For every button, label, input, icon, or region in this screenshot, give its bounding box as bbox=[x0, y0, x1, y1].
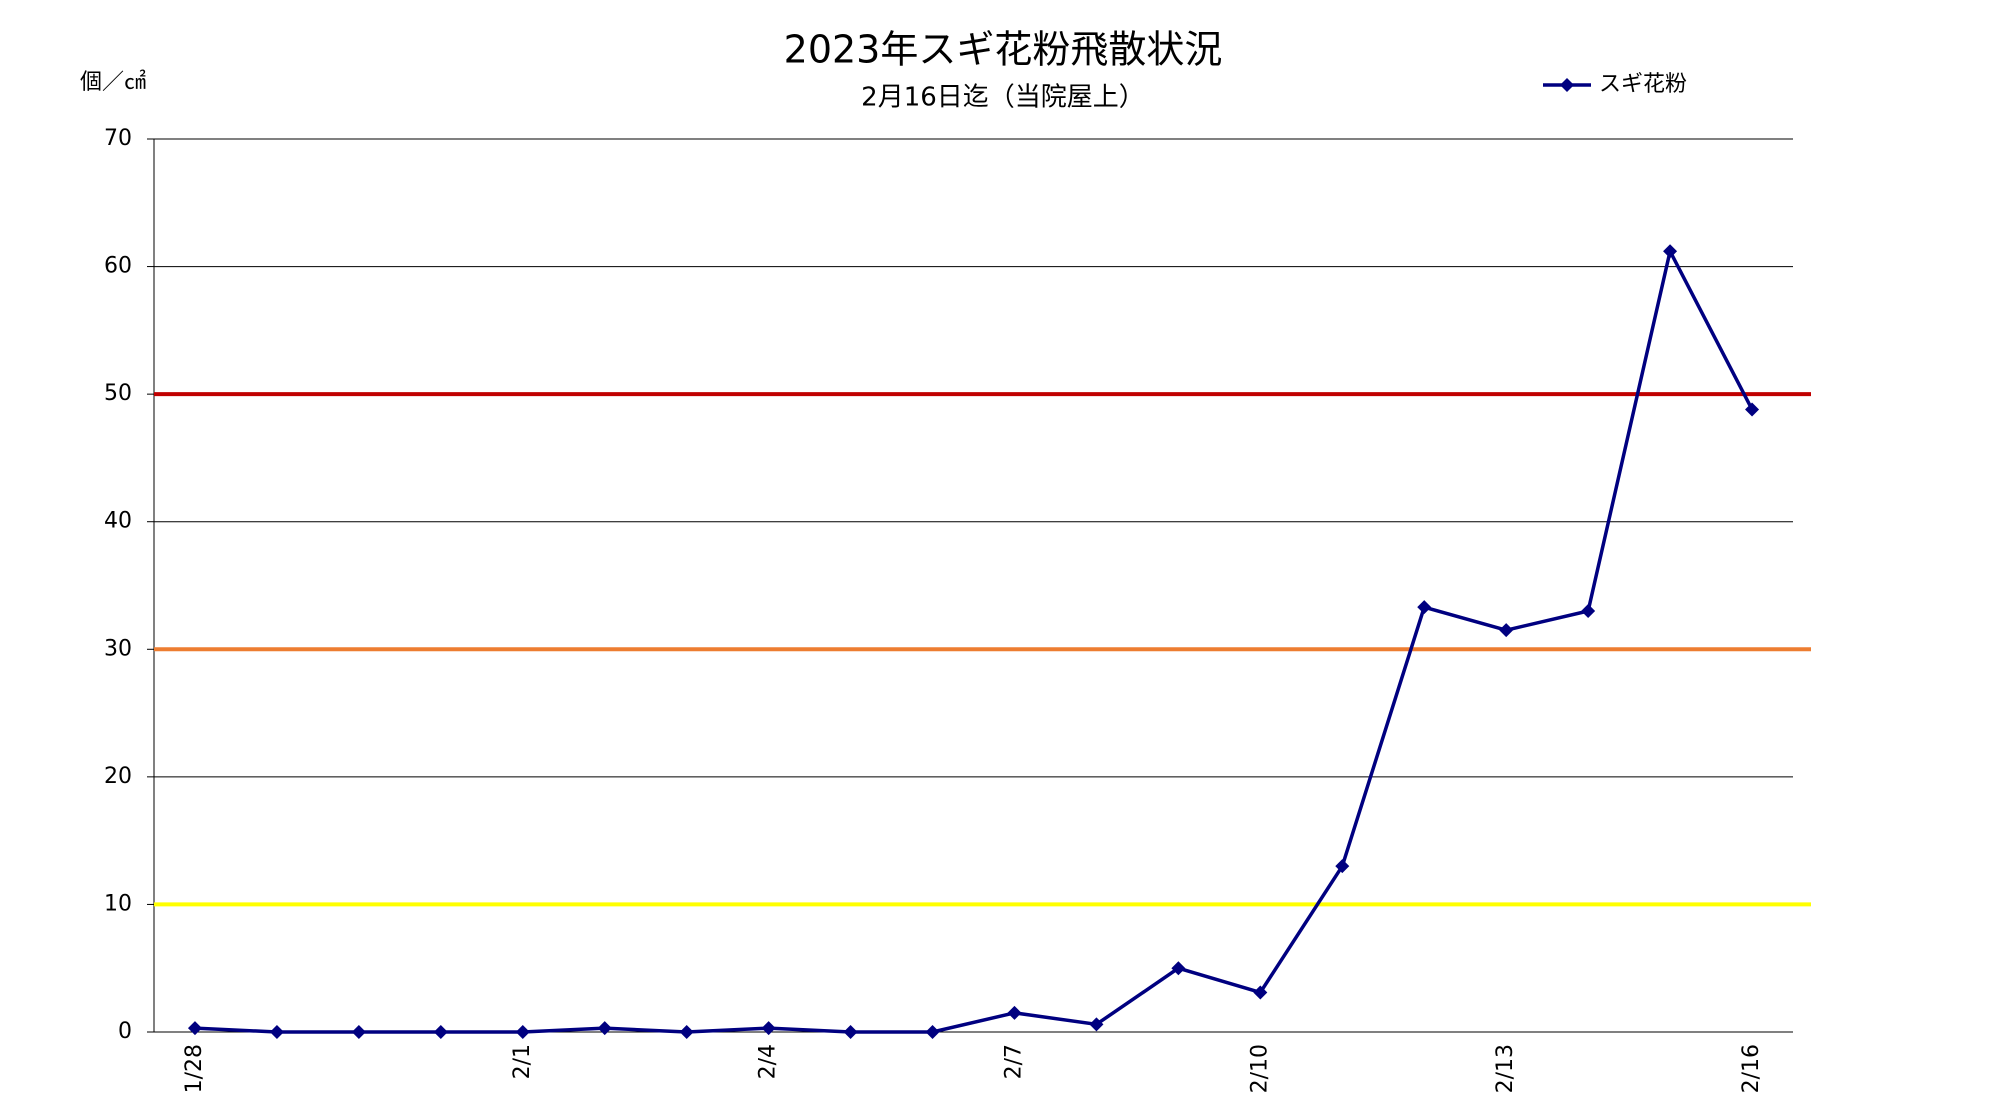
x-tick-label: 2/16 bbox=[1739, 1044, 1764, 1093]
marker bbox=[925, 1025, 940, 1039]
x-tick-label: 1/28 bbox=[182, 1044, 207, 1093]
marker bbox=[269, 1025, 284, 1039]
marker bbox=[1007, 1005, 1022, 1020]
marker bbox=[1253, 985, 1268, 1000]
y-tick-label: 30 bbox=[104, 636, 132, 661]
x-tick-label: 2/1 bbox=[510, 1044, 535, 1079]
marker bbox=[1499, 623, 1514, 638]
marker bbox=[1663, 244, 1678, 259]
y-tick-label: 50 bbox=[104, 381, 132, 406]
y-tick-label: 60 bbox=[104, 254, 132, 279]
y-tick-label: 40 bbox=[104, 509, 132, 534]
x-tick-label: 2/7 bbox=[1001, 1044, 1026, 1079]
marker bbox=[351, 1025, 366, 1039]
marker bbox=[515, 1025, 530, 1039]
x-tick-label: 2/4 bbox=[756, 1044, 781, 1079]
marker bbox=[843, 1025, 858, 1039]
x-tick-label: 2/13 bbox=[1493, 1044, 1518, 1093]
chart-subtitle: 2月16日迄（当院屋上） bbox=[861, 83, 1145, 113]
marker bbox=[1335, 859, 1350, 874]
y-tick-label: 0 bbox=[118, 1019, 132, 1044]
marker bbox=[761, 1021, 776, 1036]
chart-title: 2023年スギ花粉飛散状況 bbox=[784, 28, 1223, 72]
marker bbox=[1417, 600, 1432, 615]
y-tick-label: 20 bbox=[104, 764, 132, 789]
marker bbox=[1089, 1017, 1104, 1032]
marker bbox=[187, 1021, 202, 1036]
marker bbox=[1581, 604, 1596, 619]
marker bbox=[597, 1021, 612, 1036]
x-tick-label: 2/10 bbox=[1247, 1044, 1272, 1093]
y-tick-label: 70 bbox=[104, 126, 132, 151]
y-axis-label: 個／㎠ bbox=[80, 69, 146, 95]
series-line bbox=[194, 246, 1754, 1034]
y-tick-label: 10 bbox=[104, 891, 132, 916]
marker bbox=[1745, 402, 1760, 417]
marker bbox=[1171, 961, 1186, 976]
marker bbox=[433, 1025, 448, 1039]
legend-label: スギ花粉 bbox=[1599, 72, 1687, 97]
legend-marker bbox=[1560, 78, 1574, 92]
marker bbox=[679, 1025, 694, 1039]
